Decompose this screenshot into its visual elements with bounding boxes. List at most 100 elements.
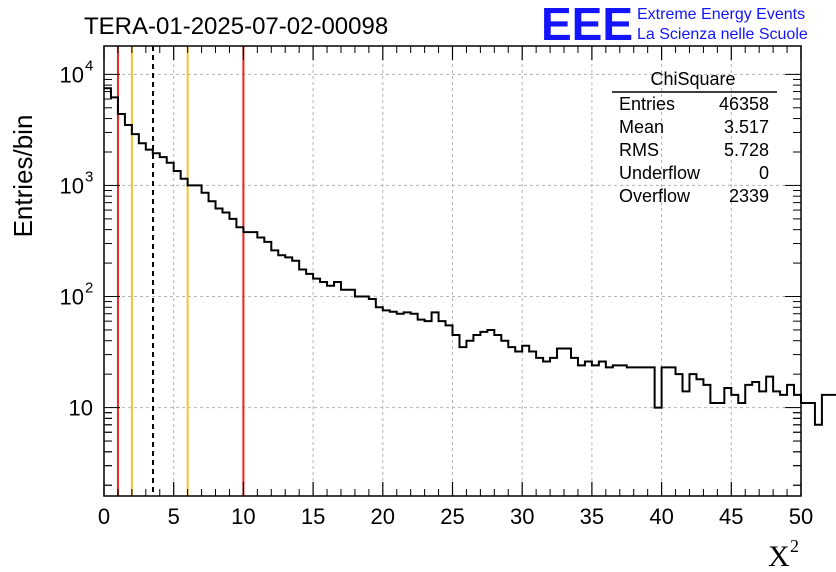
histogram-bin [494,335,501,496]
histogram-bin [243,232,250,496]
y-tick-exponent: 2 [85,280,93,297]
histogram-bin [257,237,264,496]
histogram-bin [557,349,564,496]
histogram-bin [195,185,202,496]
histogram-bin [571,358,578,496]
x-tick-label: 15 [301,504,325,529]
histogram-bin [459,347,466,496]
logo-subtitle-2: La Scienza nelle Scuole [637,26,808,43]
histogram-bin [801,403,808,496]
histogram-bin [425,321,432,496]
x-tick-label: 25 [440,504,464,529]
histogram-bin [634,367,641,496]
histogram-bin [564,349,571,496]
histogram-bin [334,282,341,496]
histogram-bin [341,290,348,496]
histogram-bin [418,320,425,496]
histogram-bin [446,325,453,496]
histogram-bin [627,367,634,496]
histogram-bin [641,367,648,496]
histogram-bin [118,114,125,496]
histogram-bin [550,358,557,496]
histogram-bin [717,403,724,496]
histogram-bin [362,297,369,496]
x-tick-label: 10 [231,504,255,529]
stats-value: 5.728 [724,140,769,160]
histogram-bin [271,250,278,496]
histogram-bin [738,403,745,496]
histogram-bin [613,365,620,496]
histogram-bin [404,312,411,496]
x-tick-label: 35 [580,504,604,529]
histogram-bin [648,367,655,496]
histogram-bin [466,341,473,496]
histogram-bin [181,179,188,496]
histogram-bin [236,227,243,496]
histogram-bin [167,163,174,496]
eee-logo: EEE [541,0,633,50]
x-tick-labels: 0 5 10 15 20 25 30 35 40 45 50 [98,504,813,529]
histogram-bin [292,261,299,496]
histogram-bin [773,391,780,496]
x-axis-label: X [768,540,790,572]
histogram-bin [376,307,383,496]
stats-label: Mean [619,117,664,137]
histogram-bin [432,312,439,496]
histogram-bin [662,367,669,496]
histogram-bin [160,157,167,496]
stats-box: ChiSquare Entries 46358 Mean 3.517 RMS 5.728 U… [612,69,777,206]
histogram-bin [787,385,794,496]
histogram-bin [229,219,236,496]
histogram-bin [202,193,209,496]
stats-value: 3.517 [724,117,769,137]
histogram-bin [696,379,703,496]
histogram-bin [599,361,606,496]
stats-label: Underflow [619,163,701,183]
histogram-bin [585,361,592,496]
histogram-bin [592,365,599,496]
y-axis-label: Entries/bin [8,115,38,238]
histogram-bin [299,270,306,496]
histogram-bin [222,213,229,496]
histogram-bin [348,290,355,496]
histogram-bin [759,391,766,496]
histogram-bin [369,299,376,496]
stats-value: 46358 [719,94,769,114]
histogram-bin [655,408,662,496]
x-tick-label: 20 [371,504,395,529]
histogram-bin [543,361,550,496]
histogram-bin [125,125,132,496]
histogram-bin [313,279,320,496]
histogram-bin [676,374,683,496]
x-tick-label: 40 [649,504,673,529]
histogram-bin [669,367,676,496]
histogram-bin [453,335,460,496]
x-tick-label: 50 [789,504,813,529]
histogram-bin [264,242,271,496]
histogram-bin [139,143,146,496]
stats-label: RMS [619,140,659,160]
grid [104,46,801,496]
histogram-bin [209,201,216,496]
histogram-bin [515,351,522,496]
histogram-bin [724,388,731,496]
histogram-bin [250,232,257,496]
histogram-bin [703,385,710,496]
y-tick-label: 10 [60,173,84,198]
y-tick-label: 10 [60,62,84,87]
histogram-bin [397,314,404,496]
histogram-bin [508,347,515,496]
x-tick-label: 45 [719,504,743,529]
chart-title: TERA-01-2025-07-02-00098 [84,13,388,40]
histogram-bin [536,358,543,496]
histogram-bin [411,314,418,496]
histogram-bin [710,403,717,496]
histogram-bin [780,395,787,496]
histogram-bin [278,255,285,496]
histogram-bin [620,365,627,496]
x-tick-label: 0 [98,504,110,529]
histogram-bin [216,208,223,496]
histogram-bin [689,374,696,496]
